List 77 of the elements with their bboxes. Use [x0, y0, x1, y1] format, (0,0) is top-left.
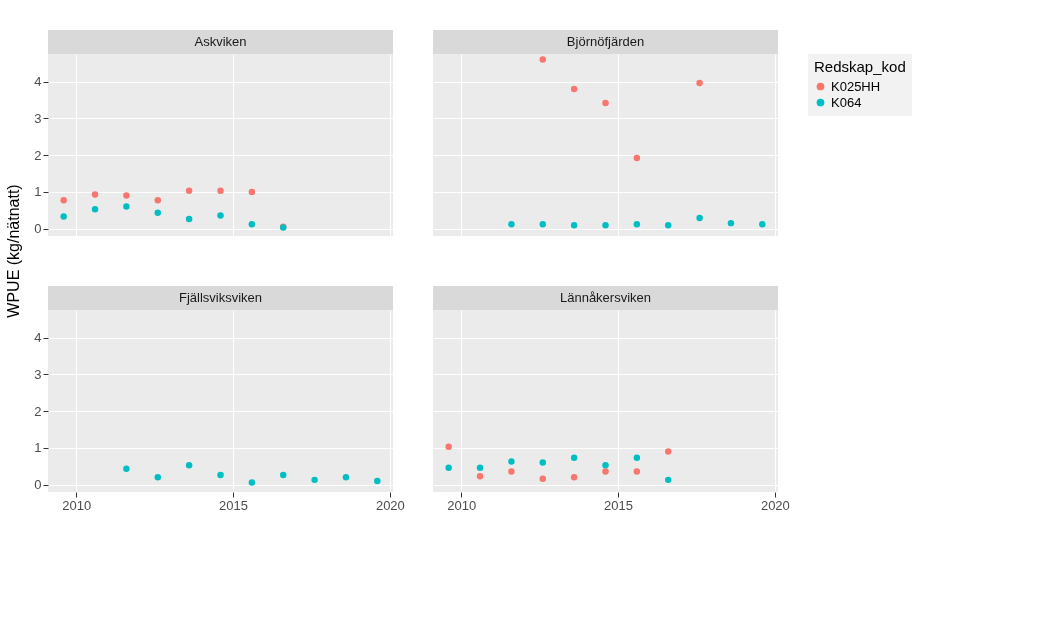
x-tick-label: 2015: [219, 497, 249, 513]
point: [570, 454, 578, 462]
point: [123, 465, 130, 473]
point: [374, 477, 381, 485]
y-tick-label: 2: [34, 403, 42, 419]
chart-title: Askviken: [194, 34, 247, 49]
y-tick-label: 2: [34, 147, 42, 163]
point: [91, 191, 99, 198]
point: [311, 476, 318, 484]
y-tick-label: 3: [34, 366, 42, 382]
point: [602, 468, 609, 475]
point: [602, 99, 609, 107]
point: [248, 221, 256, 228]
y-tick-label: 3: [34, 110, 42, 126]
point: [154, 209, 162, 217]
y-axis-title: WPUE (kg/nätnatt): [5, 184, 22, 318]
point: [759, 221, 766, 228]
point: [602, 461, 609, 469]
point: [570, 85, 578, 93]
point: [570, 474, 578, 481]
x-tick-label: 2010: [447, 497, 477, 513]
point: [342, 474, 350, 481]
point: [664, 476, 672, 484]
point: [633, 468, 641, 475]
point: [664, 448, 672, 455]
point: [60, 213, 67, 220]
y-tick-label: 1: [34, 440, 42, 456]
point: [727, 219, 735, 227]
point: [664, 222, 672, 229]
point: [445, 443, 452, 451]
point: [539, 475, 547, 482]
y-tick-label: 0: [34, 477, 42, 493]
point: [217, 212, 224, 219]
point: [248, 479, 256, 486]
point: [248, 188, 256, 196]
point: [508, 458, 515, 465]
point: [154, 197, 162, 204]
point: [476, 464, 484, 471]
point: [633, 221, 641, 228]
point: [476, 472, 484, 480]
point: [60, 197, 67, 204]
legend-label: K025HH: [831, 78, 881, 94]
point: [539, 221, 547, 228]
point: [185, 461, 193, 469]
legend-title: Redskap_kod: [814, 58, 906, 75]
point: [508, 468, 515, 475]
point: [91, 205, 99, 213]
point: [633, 454, 641, 462]
point: [539, 459, 547, 466]
y-tick-label: 1: [34, 184, 42, 200]
point: [696, 214, 703, 222]
point: [123, 203, 130, 210]
x-tick-label: 2020: [760, 497, 790, 513]
chart-title: Lännåkersviken: [559, 290, 652, 305]
point: [602, 222, 609, 229]
legend-label: K064: [831, 94, 862, 110]
y-tick-label: 4: [34, 330, 42, 346]
point: [185, 215, 193, 223]
y-tick-label: 0: [34, 221, 42, 237]
x-tick-label: 2010: [62, 497, 92, 513]
point: [217, 471, 224, 479]
point: [539, 56, 547, 63]
point: [633, 154, 641, 162]
point: [570, 222, 578, 229]
point: [217, 187, 224, 195]
x-tick-label: 2020: [375, 497, 405, 513]
point: [445, 464, 452, 471]
y-tick-label: 4: [34, 74, 42, 90]
point: [185, 187, 193, 195]
chart-title: Björnöfjärden: [566, 34, 645, 49]
point: [508, 221, 515, 228]
chart-title: Fjällsviksviken: [178, 290, 263, 305]
point: [279, 471, 287, 479]
point: [123, 192, 130, 199]
point: [154, 474, 162, 481]
x-tick-label: 2015: [604, 497, 634, 513]
point: [696, 79, 703, 87]
